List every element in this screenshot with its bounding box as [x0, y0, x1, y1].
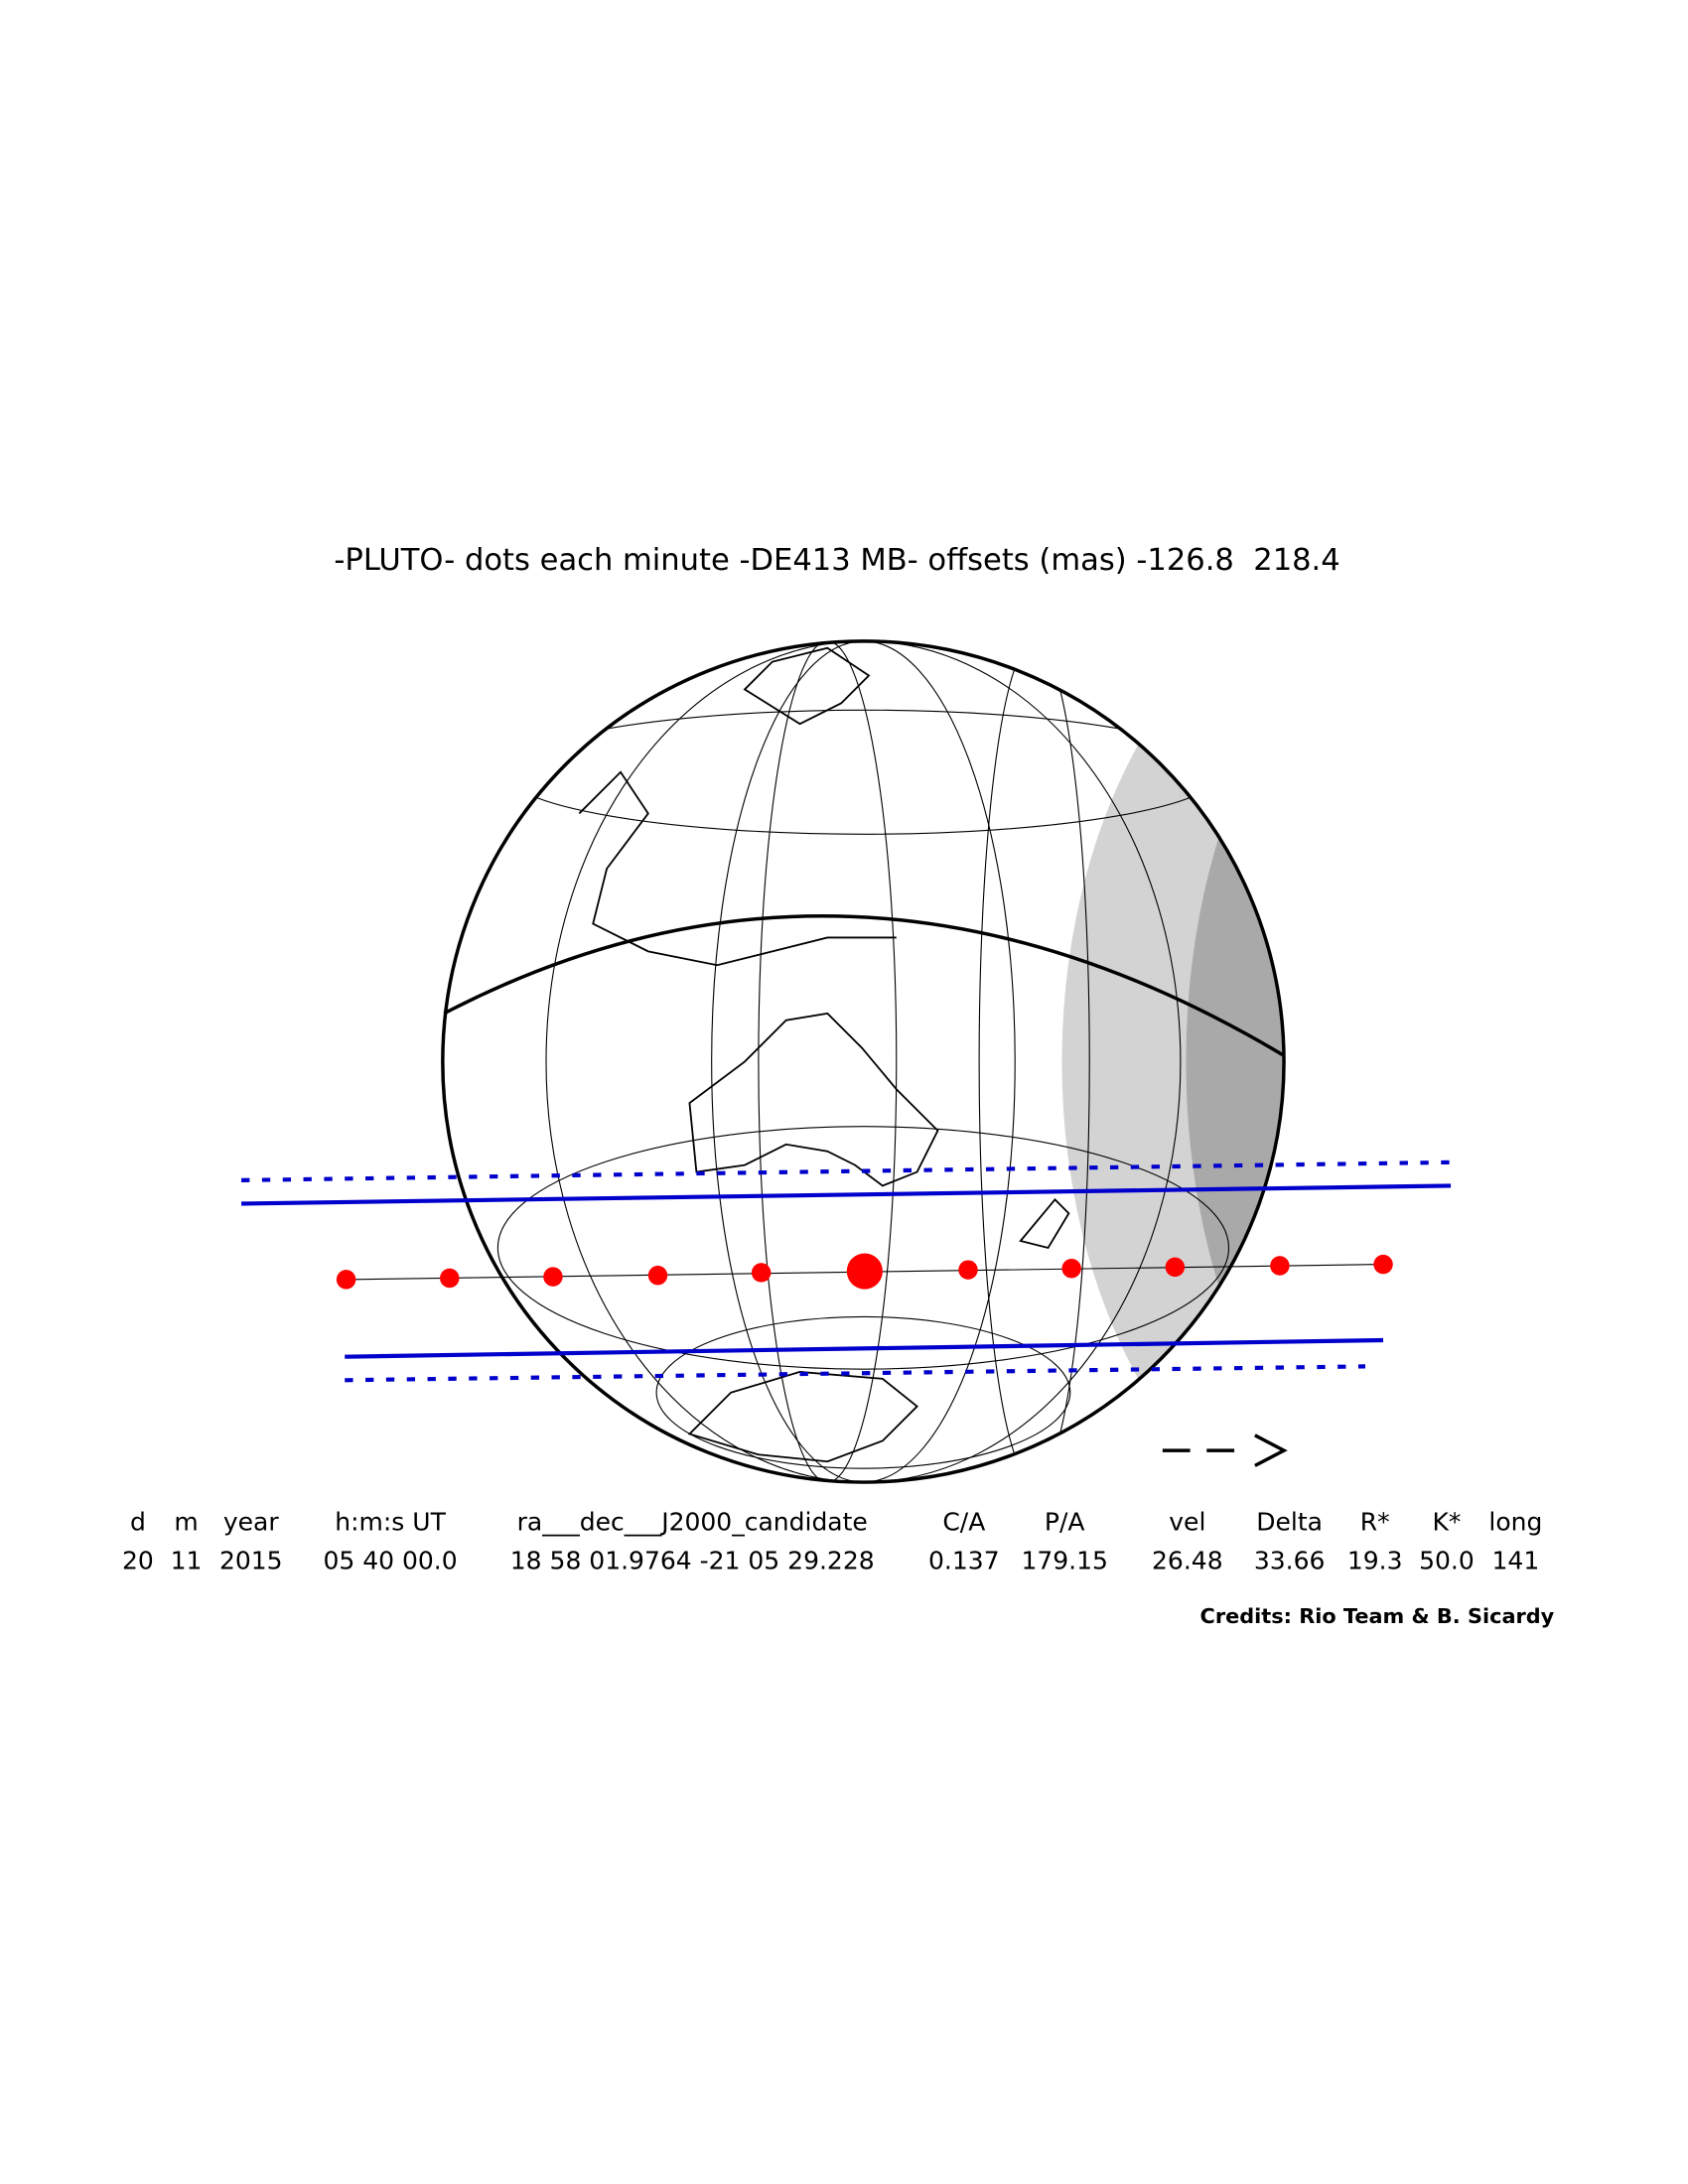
table-header: d: [130, 1508, 146, 1537]
coastlines: [578, 646, 1070, 1463]
map-title: -PLUTO- dots each minute -DE413 MB- offs…: [334, 543, 1339, 578]
table-value: 50.0: [1419, 1547, 1475, 1575]
table-value: 20: [122, 1547, 154, 1575]
table-value: 179.15: [1021, 1547, 1107, 1575]
graticule: [496, 640, 1230, 1483]
limit-line: [345, 1364, 1366, 1383]
table-value: 0.137: [928, 1547, 1000, 1575]
table-header: vel: [1169, 1508, 1205, 1537]
limit-line: [241, 1160, 1452, 1182]
shadow-edge: [345, 1337, 1384, 1359]
table-header: P/A: [1045, 1508, 1085, 1537]
table-header: h:m:s UT: [335, 1508, 446, 1537]
table-header: year: [223, 1508, 279, 1537]
twilight-zone: [1061, 640, 1285, 1483]
table-value: 2015: [219, 1547, 283, 1575]
table-header: C/A: [942, 1508, 985, 1537]
table-value: 33.66: [1254, 1547, 1326, 1575]
data-table: d m year h:m:s UT ra___dec___J2000_candidate…: [122, 1508, 1542, 1575]
minute-dots: [336, 1253, 1393, 1290]
shadow-edge: [241, 1183, 1452, 1206]
credits: Credits: Rio Team & B. Sicardy: [1200, 1604, 1555, 1628]
table-value: 18 58 01.9764 -21 05 29.228: [510, 1547, 875, 1575]
equator: [443, 913, 1284, 1056]
shadow-path: [241, 1160, 1452, 1383]
table-header: ra___dec___J2000_candidate: [517, 1508, 868, 1537]
table-header: R*: [1360, 1508, 1390, 1537]
table-value: 11: [171, 1547, 203, 1575]
table-header: K*: [1432, 1508, 1461, 1537]
night-zone: [1186, 640, 1285, 1483]
table-value: 141: [1492, 1547, 1540, 1575]
table-value: 19.3: [1347, 1547, 1403, 1575]
table-header: m: [174, 1508, 198, 1537]
table-value: 05 40 00.0: [323, 1547, 457, 1575]
globe: [441, 639, 1286, 1484]
table-value: 26.48: [1152, 1547, 1223, 1575]
table-header: Delta: [1256, 1508, 1323, 1537]
table-header: long: [1488, 1508, 1542, 1537]
direction-arrow: [1162, 1433, 1288, 1467]
